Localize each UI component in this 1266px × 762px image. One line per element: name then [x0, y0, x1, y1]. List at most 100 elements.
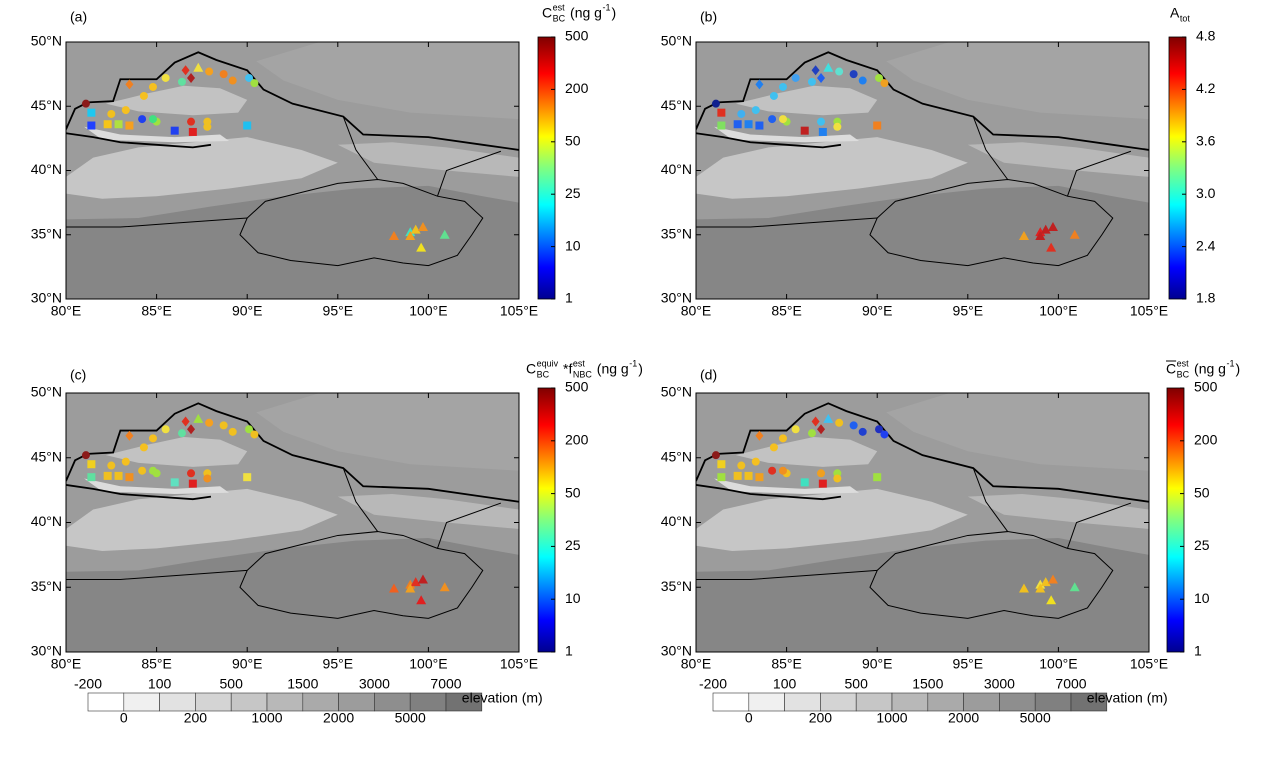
terrain: [696, 137, 968, 199]
terrain: [696, 185, 1149, 299]
site-point: [416, 242, 427, 252]
site-point: [416, 595, 427, 605]
site-point: [849, 70, 858, 79]
border: [342, 116, 379, 180]
border: [66, 217, 248, 228]
site-point: [228, 76, 237, 85]
legend-level-label: 500: [845, 676, 869, 692]
colorbar-title: (ng g: [1190, 361, 1226, 377]
terrain: [337, 142, 519, 177]
site-point: [388, 583, 399, 593]
site-point: [439, 229, 450, 239]
site-point: [243, 121, 252, 130]
border: [696, 402, 1149, 503]
site-point: [121, 457, 130, 466]
site-point: [835, 67, 844, 76]
site-point: [181, 416, 190, 427]
site-point: [768, 115, 777, 124]
x-tick-label: 90°E: [862, 303, 893, 319]
border: [696, 484, 842, 501]
legend-swatch: [87, 692, 125, 712]
y-tick-label: 35°N: [31, 225, 62, 241]
y-tick-label: 45°N: [661, 97, 692, 113]
site-point: [858, 427, 867, 436]
site-point: [139, 91, 148, 100]
site-point: [1047, 222, 1058, 232]
site-point: [139, 443, 148, 452]
site-point: [778, 434, 787, 443]
site-point: [1046, 242, 1057, 252]
border: [342, 467, 379, 532]
colorbar-title-sup: -1: [1226, 358, 1234, 368]
terrain: [66, 137, 338, 199]
panel-label: (d): [700, 367, 717, 383]
x-tick-label: 80°E: [51, 656, 82, 672]
legend-level-label: 3000: [359, 676, 390, 692]
x-tick-label: 95°E: [953, 303, 984, 319]
legend-swatch: [409, 692, 447, 712]
border: [696, 51, 1149, 151]
terrain: [337, 494, 519, 529]
colorbar: [1166, 387, 1185, 653]
site-point: [778, 466, 787, 475]
site-point: [835, 418, 844, 427]
y-tick-label: 35°N: [31, 578, 62, 594]
site-point: [755, 79, 764, 90]
border: [696, 217, 878, 228]
site-point: [161, 425, 170, 434]
site-point: [245, 73, 254, 82]
x-tick-label: 105°E: [1130, 303, 1168, 319]
legend-swatch: [748, 692, 785, 712]
border: [436, 502, 502, 549]
legend-swatch: [891, 692, 929, 712]
terrain: [84, 478, 230, 495]
x-tick-label: 95°E: [323, 656, 354, 672]
legend-level-label: 500: [220, 676, 244, 692]
site-point: [1035, 231, 1046, 241]
legend-swatch: [338, 692, 375, 712]
site-point: [833, 474, 842, 483]
colorbar-tick-label: 1: [565, 643, 573, 659]
site-point: [219, 70, 228, 79]
y-tick-label: 40°N: [661, 161, 692, 177]
colorbar-tick-label: 2.4: [1196, 237, 1216, 253]
site-point: [170, 478, 179, 487]
site-point: [125, 121, 134, 130]
colorbar-tick-label: 500: [565, 379, 589, 395]
site-point: [733, 471, 742, 480]
site-point: [121, 106, 130, 115]
x-tick-label: 95°E: [323, 303, 354, 319]
colorbar-tick-label: 1.8: [1196, 290, 1216, 306]
colorbar-title-sup: est: [573, 358, 586, 368]
legend-swatch: [266, 692, 304, 712]
colorbar-title: C: [542, 5, 552, 21]
colorbar-tick-label: 4.2: [1196, 80, 1216, 96]
site-point: [873, 473, 882, 482]
terrain: [696, 538, 1149, 652]
y-tick-label: 40°N: [661, 513, 692, 529]
site-point: [717, 473, 726, 482]
site-point: [1035, 583, 1046, 593]
site-point: [744, 120, 753, 129]
site-point: [778, 115, 787, 124]
colorbar-title-sup: equiv: [537, 358, 559, 368]
colorbar-title: ): [638, 361, 643, 377]
site-point: [778, 82, 787, 91]
border: [972, 116, 1009, 180]
x-tick-label: 90°E: [232, 656, 263, 672]
legend-level-label: 100: [148, 676, 172, 692]
legend-swatch: [999, 692, 1036, 712]
legend-swatch: [159, 692, 196, 712]
site-point: [410, 224, 421, 234]
colorbar-title: C: [1166, 361, 1176, 377]
legend-swatch: [123, 692, 160, 712]
legend-swatch: [195, 692, 232, 712]
terrain: [714, 478, 860, 495]
map-area: [66, 42, 519, 299]
colorbar-tick-label: 50: [1194, 484, 1210, 500]
colorbar-title: A: [1170, 5, 1180, 21]
site-point: [148, 82, 157, 91]
legend-swatch: [784, 692, 821, 712]
site-point: [711, 99, 720, 108]
site-point: [807, 77, 816, 86]
